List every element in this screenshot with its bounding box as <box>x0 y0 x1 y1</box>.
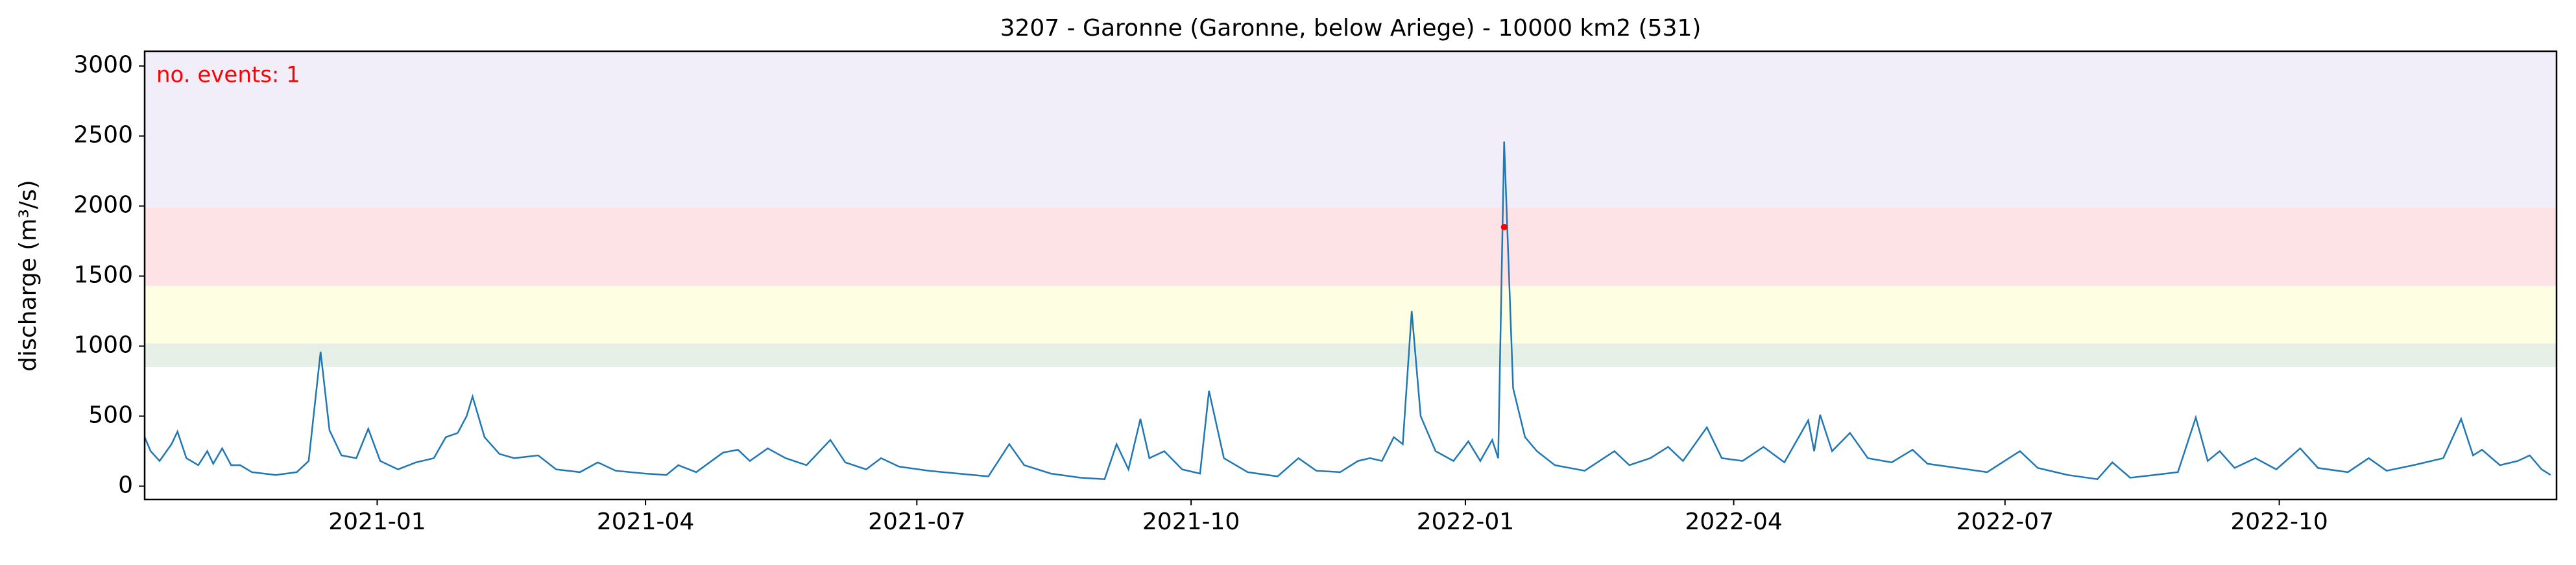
y-tick-label: 500 <box>88 402 133 429</box>
y-tick-label: 1500 <box>73 262 133 289</box>
x-tick-label: 2022-01 <box>1417 509 1514 535</box>
x-tick-label: 2021-10 <box>1142 509 1240 535</box>
x-tick-label: 2022-04 <box>1685 509 1782 535</box>
x-tick-label: 2022-10 <box>2230 509 2328 535</box>
y-tick-label: 3000 <box>73 52 133 78</box>
x-tick-label: 2022-07 <box>1956 509 2054 535</box>
x-tick-label: 2021-01 <box>328 509 426 535</box>
discharge-line <box>143 141 2551 481</box>
x-tick-label: 2021-07 <box>868 509 965 535</box>
annotation: no. events: 1 <box>156 62 300 88</box>
y-tick-label: 1000 <box>73 332 133 359</box>
threshold-band <box>145 51 2557 208</box>
chart-title: 3207 - Garonne (Garonne, below Ariege) -… <box>1000 15 1702 42</box>
y-tick-label: 2000 <box>73 192 133 219</box>
y-axis-label: discharge (m³/s) <box>15 180 42 371</box>
threshold-band <box>145 207 2557 286</box>
event-marker <box>1500 224 1508 231</box>
y-tick-label: 2500 <box>73 122 133 149</box>
threshold-band <box>145 343 2557 367</box>
plot-frame <box>143 50 2558 501</box>
y-tick-label: 0 <box>118 472 133 498</box>
x-tick-label: 2021-04 <box>597 509 694 535</box>
threshold-band <box>145 285 2557 344</box>
